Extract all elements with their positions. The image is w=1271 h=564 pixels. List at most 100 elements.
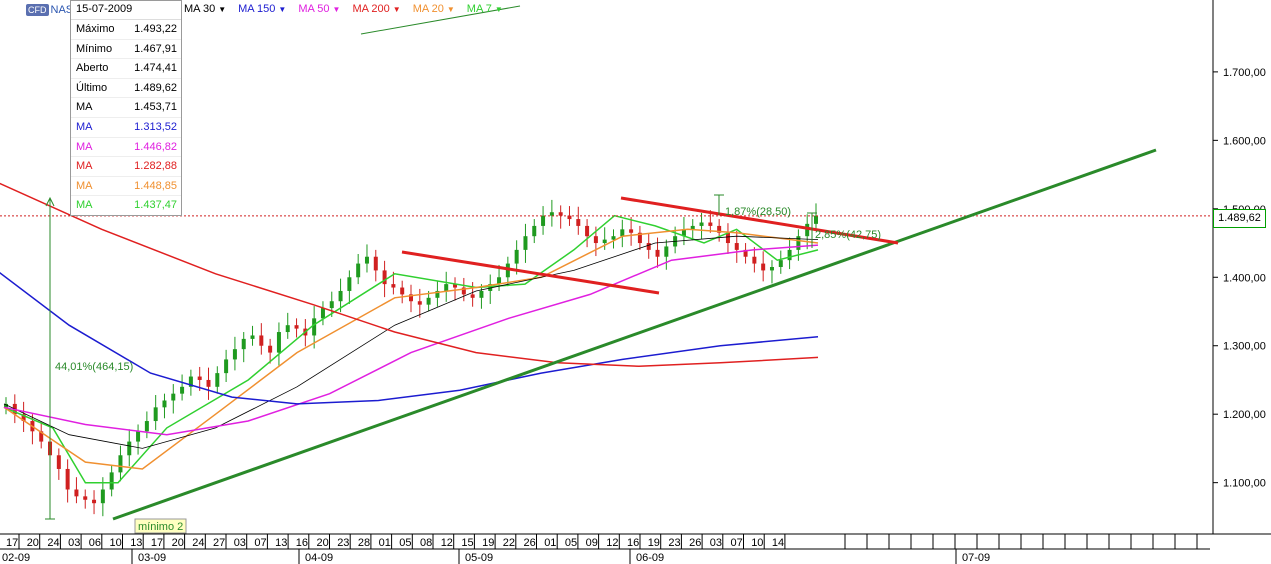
candle-body bbox=[681, 229, 686, 237]
candle-body bbox=[761, 263, 766, 271]
candle-body bbox=[752, 256, 757, 264]
day-label: 19 bbox=[648, 537, 660, 549]
candle-body bbox=[549, 212, 554, 216]
candle-body bbox=[769, 267, 774, 271]
y-tick-label: 1.200,00 bbox=[1223, 409, 1266, 421]
day-label: 08 bbox=[420, 537, 432, 549]
candle-body bbox=[180, 386, 185, 394]
candle-body bbox=[655, 249, 660, 257]
candle-body bbox=[488, 284, 493, 291]
month-label: 06-09 bbox=[636, 552, 664, 564]
day-label: 05 bbox=[565, 537, 577, 549]
day-label: 12 bbox=[606, 537, 618, 549]
ma-legend-item[interactable]: MA 150 ▼ bbox=[238, 3, 286, 15]
y-tick-label: 1.600,00 bbox=[1223, 135, 1266, 147]
info-row-value: 1.474,41 bbox=[134, 62, 177, 75]
candle-body bbox=[805, 223, 810, 237]
candle-body bbox=[109, 472, 114, 490]
resistance-line-2 bbox=[620, 196, 899, 245]
dropdown-arrow-icon[interactable]: ▼ bbox=[332, 5, 341, 14]
ma-legend-item[interactable]: MA 200 ▼ bbox=[352, 3, 400, 15]
info-panel: 15-07-2009 Máximo 1.493,22 Mínimo 1.467,91 A… bbox=[70, 0, 182, 216]
candle-body bbox=[602, 239, 607, 244]
ma-line-ma150 bbox=[0, 271, 819, 405]
pullback-annotation: 1,87%(28,50) bbox=[725, 206, 791, 218]
info-rows: Máximo 1.493,22 Mínimo 1.467,91 Aberto 1.474,… bbox=[71, 20, 181, 215]
candle-body bbox=[444, 284, 449, 291]
candle-body bbox=[505, 263, 510, 278]
candle-body bbox=[259, 335, 264, 346]
info-row: MA 1.313,52 bbox=[71, 118, 181, 138]
ma-line-ma50 bbox=[3, 244, 819, 436]
candle-body bbox=[4, 403, 8, 408]
candle-body bbox=[215, 373, 220, 387]
candle-body bbox=[567, 215, 572, 220]
day-label: 13 bbox=[275, 537, 287, 549]
day-label: 09 bbox=[586, 537, 598, 549]
month-label: 03-09 bbox=[138, 552, 166, 564]
day-label: 01 bbox=[544, 537, 556, 549]
last-price-label: 1.489,62 bbox=[1213, 209, 1266, 228]
candle-body bbox=[637, 232, 642, 244]
day-label: 16 bbox=[296, 537, 308, 549]
drawn-line-top bbox=[360, 5, 521, 35]
ma-legend-label: MA 200 bbox=[352, 3, 390, 15]
candle-body bbox=[232, 349, 237, 360]
candle-body bbox=[787, 249, 792, 261]
month-label: 05-09 bbox=[465, 552, 493, 564]
y-tick-label: 1.100,00 bbox=[1223, 478, 1266, 490]
candle-body bbox=[162, 400, 167, 408]
day-label: 03 bbox=[68, 537, 80, 549]
candle-body bbox=[664, 246, 669, 257]
candle-body bbox=[364, 256, 369, 264]
candle-body bbox=[127, 441, 132, 456]
ma-legend-label: MA 7 bbox=[466, 3, 492, 15]
candle-body bbox=[21, 414, 26, 422]
candle-body bbox=[347, 277, 352, 291]
y-tick-label: 1.400,00 bbox=[1223, 272, 1266, 284]
candle-body bbox=[56, 455, 61, 469]
candle-body bbox=[470, 294, 475, 298]
candle-body bbox=[497, 277, 502, 285]
candle-body bbox=[206, 379, 211, 387]
candle-body bbox=[479, 290, 484, 298]
ma-legend-item[interactable]: MA 50 ▼ bbox=[298, 3, 340, 15]
candle-body bbox=[241, 338, 246, 350]
dropdown-arrow-icon[interactable]: ▼ bbox=[494, 5, 503, 14]
info-row-label: MA bbox=[76, 179, 93, 192]
candle-body bbox=[426, 297, 431, 305]
uptrend-line bbox=[112, 148, 1157, 521]
day-label: 07 bbox=[254, 537, 266, 549]
day-label: 13 bbox=[130, 537, 142, 549]
dropdown-arrow-icon[interactable]: ▼ bbox=[446, 5, 455, 14]
dropdown-arrow-icon[interactable]: ▼ bbox=[392, 5, 401, 14]
symbol-label[interactable]: NAS bbox=[50, 4, 74, 16]
ma-legend-item[interactable]: MA 7 ▼ bbox=[467, 3, 503, 15]
candle-body bbox=[100, 489, 105, 504]
candle-body bbox=[268, 345, 273, 353]
low-annotation: mínimo 2 bbox=[138, 521, 183, 533]
day-label: 20 bbox=[172, 537, 184, 549]
y-tick-label: 1.300,00 bbox=[1223, 341, 1266, 353]
cfd-badge[interactable]: CFD bbox=[26, 4, 49, 16]
ma-legend-item[interactable]: MA 30 ▼ bbox=[184, 3, 226, 15]
ma-legend-label: MA 20 bbox=[412, 3, 444, 15]
candle-body bbox=[743, 249, 748, 257]
resistance-line-1 bbox=[401, 250, 660, 295]
info-row: Mínimo 1.467,91 bbox=[71, 40, 181, 60]
info-row-label: Máximo bbox=[76, 23, 115, 35]
dropdown-arrow-icon[interactable]: ▼ bbox=[218, 5, 227, 14]
candle-body bbox=[814, 215, 818, 224]
candle-body bbox=[461, 287, 466, 295]
dropdown-arrow-icon[interactable]: ▼ bbox=[278, 5, 287, 14]
info-row-value: 1.489,62 bbox=[134, 81, 177, 94]
candle-body bbox=[382, 270, 387, 285]
candle-body bbox=[144, 421, 149, 432]
trend-drawings: 44,01%(464,15) 1,87%(28,50) 2,85%(42,75) mí… bbox=[0, 5, 1210, 534]
month-label: 02-09 bbox=[2, 552, 30, 564]
ma-legend-item[interactable]: MA 20 ▼ bbox=[413, 3, 455, 15]
candle-body bbox=[373, 256, 378, 271]
info-row-value: 1.437,47 bbox=[134, 199, 177, 212]
candle-body bbox=[708, 222, 713, 226]
